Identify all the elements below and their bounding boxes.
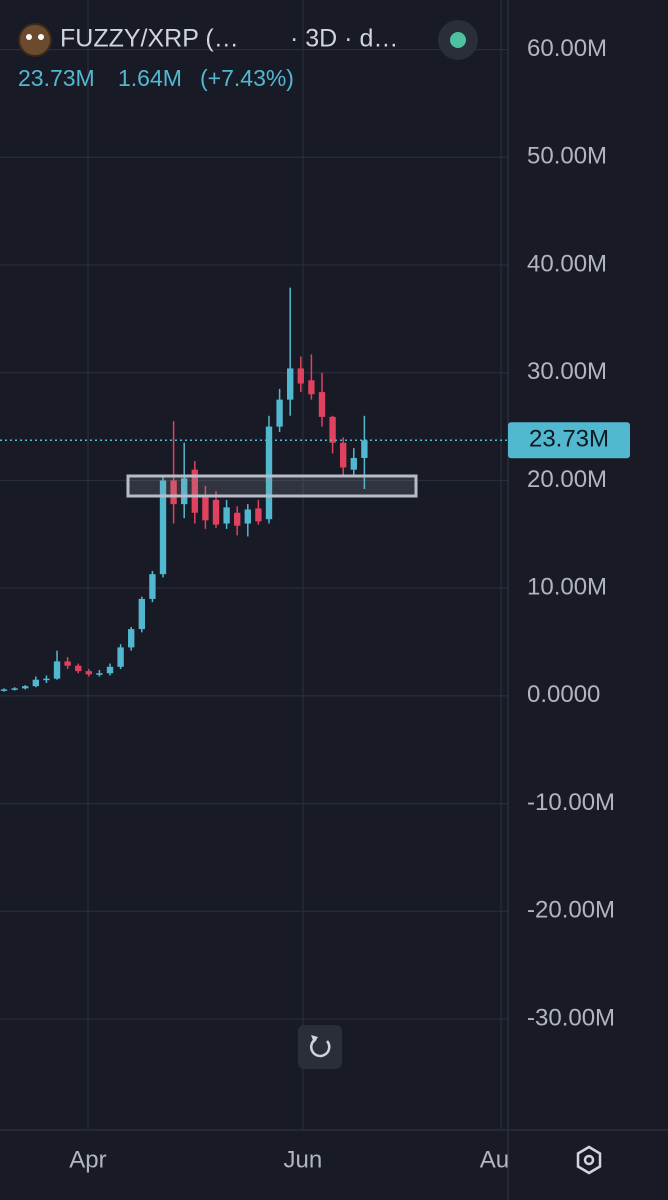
x-tick-label: Aug bbox=[480, 1146, 523, 1173]
header: FUZZY/XRP (… · 3D · d… 23.73M 1.64M (+7.… bbox=[18, 20, 478, 91]
status-dot bbox=[450, 32, 466, 48]
reset-icon-arrow bbox=[311, 1035, 318, 1043]
last-price-badge bbox=[508, 422, 630, 459]
symbol-icon bbox=[18, 23, 52, 57]
candle-body bbox=[202, 495, 209, 521]
candle-body bbox=[149, 574, 156, 599]
y-tick-label: -30.00M bbox=[527, 1004, 615, 1031]
header-value: 23.73M bbox=[18, 65, 95, 91]
candle-body bbox=[181, 478, 188, 505]
candle-body bbox=[22, 686, 29, 689]
settings-icon-center bbox=[583, 1154, 595, 1166]
candle-body bbox=[340, 442, 347, 468]
candle-body bbox=[117, 647, 124, 667]
candle-body bbox=[361, 440, 368, 458]
settings-icon[interactable] bbox=[576, 1145, 602, 1175]
candle-body bbox=[128, 629, 135, 648]
header-value: (+7.43%) bbox=[200, 65, 294, 91]
y-tick-label: 30.00M bbox=[527, 358, 607, 385]
candle-body bbox=[106, 666, 114, 674]
candle-body bbox=[276, 399, 283, 427]
y-tick-label: 40.00M bbox=[527, 250, 607, 277]
y-tick-label: 20.00M bbox=[527, 466, 607, 493]
reset-button-bg[interactable] bbox=[298, 1025, 342, 1069]
candle-body bbox=[75, 665, 82, 672]
candles bbox=[0, 287, 368, 692]
icon-eye bbox=[26, 34, 32, 40]
candle-body bbox=[255, 508, 262, 522]
candle-body bbox=[191, 469, 198, 513]
candle-body bbox=[170, 480, 177, 505]
candle-body bbox=[0, 689, 8, 691]
highlight-box bbox=[126, 474, 418, 498]
candle-body bbox=[350, 457, 357, 470]
candle-body bbox=[297, 368, 304, 384]
y-tick-label: 50.00M bbox=[527, 143, 607, 170]
y-tick-label: -10.00M bbox=[527, 789, 615, 816]
grid bbox=[0, 0, 508, 1130]
candle-body bbox=[329, 416, 336, 443]
candle-body bbox=[85, 671, 92, 675]
symbol: FUZZY/XRP (… bbox=[60, 25, 239, 53]
header-value: 1.64M bbox=[118, 65, 182, 91]
y-tick-label: 60.00M bbox=[527, 35, 607, 62]
candle-body bbox=[318, 392, 326, 417]
candle-body bbox=[43, 678, 50, 681]
candle-body bbox=[244, 509, 251, 524]
x-tick-label: Apr bbox=[69, 1146, 106, 1173]
reset-button[interactable] bbox=[298, 1025, 342, 1069]
candle-body bbox=[287, 368, 294, 400]
candle-body bbox=[265, 426, 273, 520]
candle-body bbox=[11, 688, 18, 690]
icon-eye bbox=[38, 34, 44, 40]
y-tick-label: 0.0000 bbox=[527, 681, 600, 708]
candle-body bbox=[32, 679, 40, 687]
candle-body bbox=[159, 480, 167, 575]
x-axis: Apr Jun Aug bbox=[69, 1146, 523, 1173]
candle-body bbox=[308, 380, 315, 395]
candle-body bbox=[53, 661, 61, 679]
candle-body bbox=[96, 673, 103, 675]
y-tick-label: 10.00M bbox=[527, 574, 607, 601]
interval: · 3D · d… bbox=[290, 25, 398, 53]
y-tick-label: -20.00M bbox=[527, 897, 615, 924]
candle-body bbox=[212, 499, 220, 525]
candle-body bbox=[64, 661, 71, 666]
reset-icon bbox=[309, 1037, 331, 1058]
x-tick-label: Jun bbox=[284, 1146, 323, 1173]
candle-body bbox=[138, 598, 145, 630]
last-price-label: 23.73M bbox=[529, 426, 609, 453]
candle-body bbox=[223, 507, 230, 524]
candle-body bbox=[234, 512, 241, 526]
